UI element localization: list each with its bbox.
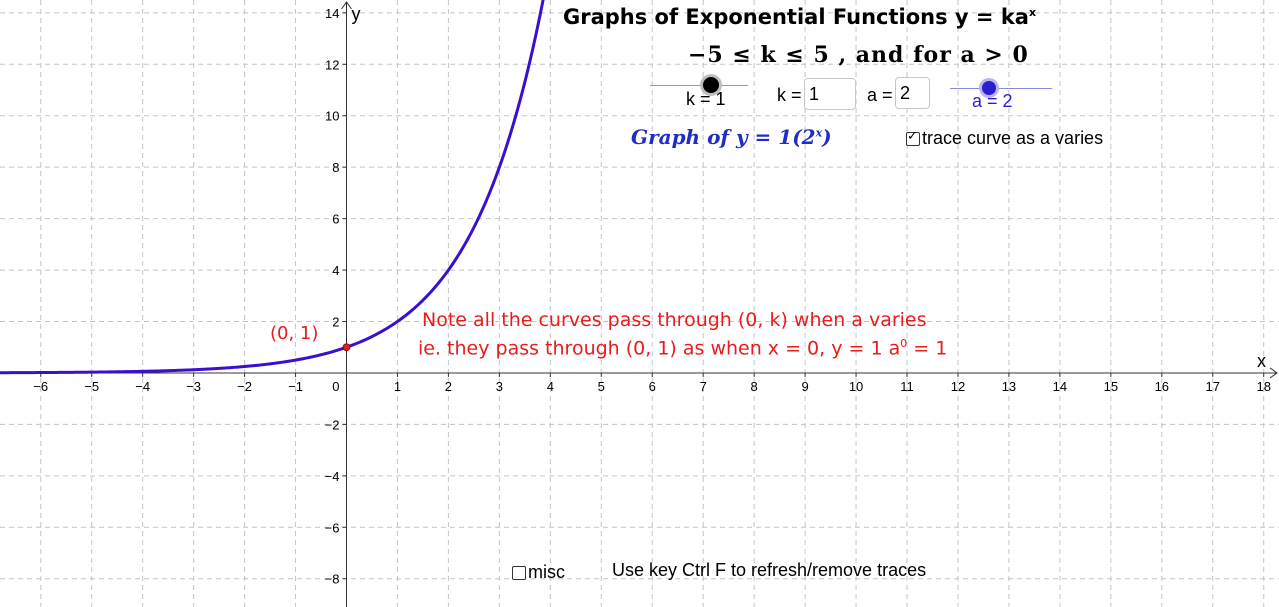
- title-superscript: x: [1028, 6, 1037, 19]
- title-text: Graphs of Exponential Functions y = ka: [563, 5, 1029, 29]
- slider-a-label: a = 2: [972, 91, 1013, 111]
- x-tick-label: 4: [547, 379, 554, 394]
- y-tick-label: 14: [325, 6, 339, 21]
- input-a[interactable]: 2: [895, 77, 930, 109]
- x-tick-label: 17: [1206, 379, 1220, 394]
- refresh-hint: Use key Ctrl F to refresh/remove traces: [612, 560, 927, 580]
- slider-k-label: k = 1: [686, 89, 726, 109]
- trace-checkbox-label: trace curve as a varies: [922, 128, 1104, 148]
- x-tick-label: 13: [1002, 379, 1016, 394]
- note-line-2: ie. they pass through (0, 1) as when x =…: [418, 337, 947, 359]
- point-label: (0, 1): [270, 323, 319, 344]
- x-tick-label: 16: [1155, 379, 1169, 394]
- note-line-1: Note all the curves pass through (0, k) …: [422, 309, 927, 331]
- x-tick-label: −2: [237, 379, 252, 394]
- note-exponent: 0: [900, 337, 908, 350]
- x-tick-label: −3: [186, 379, 201, 394]
- misc-checkbox-label: misc: [528, 562, 565, 582]
- y-tick-label: 2: [332, 315, 339, 330]
- y-axis-arrow: [341, 1, 352, 10]
- origin-label: 0: [332, 379, 339, 394]
- x-tick-label: 1: [394, 379, 401, 394]
- y-axis-label: y: [352, 4, 361, 24]
- y-tick-label: −6: [325, 520, 340, 535]
- slider-k-track[interactable]: [650, 85, 748, 86]
- graph-equation-base: Graph of y = 1(2: [631, 125, 816, 149]
- trace-checkbox[interactable]: trace curve as a varies: [906, 128, 1103, 149]
- slider-a[interactable]: a = 2: [950, 77, 1052, 111]
- x-tick-label: −4: [135, 379, 150, 394]
- x-tick-label: 9: [801, 379, 808, 394]
- y-tick-label: 8: [332, 160, 339, 175]
- x-tick-label: −1: [288, 379, 303, 394]
- x-tick-label: 8: [751, 379, 758, 394]
- x-tick-label: 2: [445, 379, 452, 394]
- x-tick-label: −6: [33, 379, 48, 394]
- x-tick-label: 12: [951, 379, 965, 394]
- x-tick-label: 18: [1256, 379, 1270, 394]
- y-tick-label: 4: [332, 263, 339, 278]
- trace-checkbox-box[interactable]: [906, 129, 920, 147]
- x-tick-label: 10: [849, 379, 863, 394]
- y-tick-label: 10: [325, 109, 339, 124]
- slider-k[interactable]: k = 1: [650, 77, 748, 109]
- slider-a-handle[interactable]: [982, 81, 996, 95]
- page-title: Graphs of Exponential Functions y = kax: [563, 5, 1036, 29]
- note-line-2-result: = 1: [907, 337, 948, 360]
- graph-equation-exponent: x: [815, 126, 823, 140]
- x-tick-label: 11: [900, 379, 914, 394]
- y-tick-label: −2: [325, 417, 340, 432]
- exponential-curve: [0, 0, 545, 375]
- y-tick-label: −8: [325, 572, 340, 587]
- y-tick-label: −4: [325, 469, 340, 484]
- x-axis-arrow: [1269, 367, 1278, 379]
- slider-a-track[interactable]: [950, 88, 1052, 89]
- parameter-condition: −5 ≤ k ≤ 5 , and for a > 0: [688, 42, 1029, 68]
- point-0-k: [342, 343, 351, 352]
- slider-k-handle[interactable]: [703, 77, 719, 93]
- misc-checkbox-box[interactable]: [512, 566, 526, 581]
- input-k[interactable]: 1: [804, 78, 856, 110]
- y-tick-label: 12: [325, 57, 339, 72]
- graph-equation: Graph of y = 1(2x): [631, 125, 832, 149]
- graph-equation-close: ): [822, 125, 832, 149]
- note-line-2-text: ie. they pass through (0, 1) as when x =…: [418, 337, 901, 360]
- x-tick-label: 15: [1104, 379, 1118, 394]
- y-tick-label: 6: [332, 212, 339, 227]
- input-a-label: a =: [867, 85, 893, 105]
- x-tick-label: 14: [1053, 379, 1067, 394]
- x-axis-label: x: [1257, 351, 1266, 371]
- misc-checkbox[interactable]: misc: [512, 562, 565, 583]
- x-tick-label: 7: [700, 379, 707, 394]
- x-tick-label: 6: [649, 379, 656, 394]
- x-tick-label: −5: [84, 379, 99, 394]
- input-k-label: k =: [777, 85, 802, 105]
- x-tick-label: 5: [598, 379, 605, 394]
- x-tick-label: 3: [496, 379, 503, 394]
